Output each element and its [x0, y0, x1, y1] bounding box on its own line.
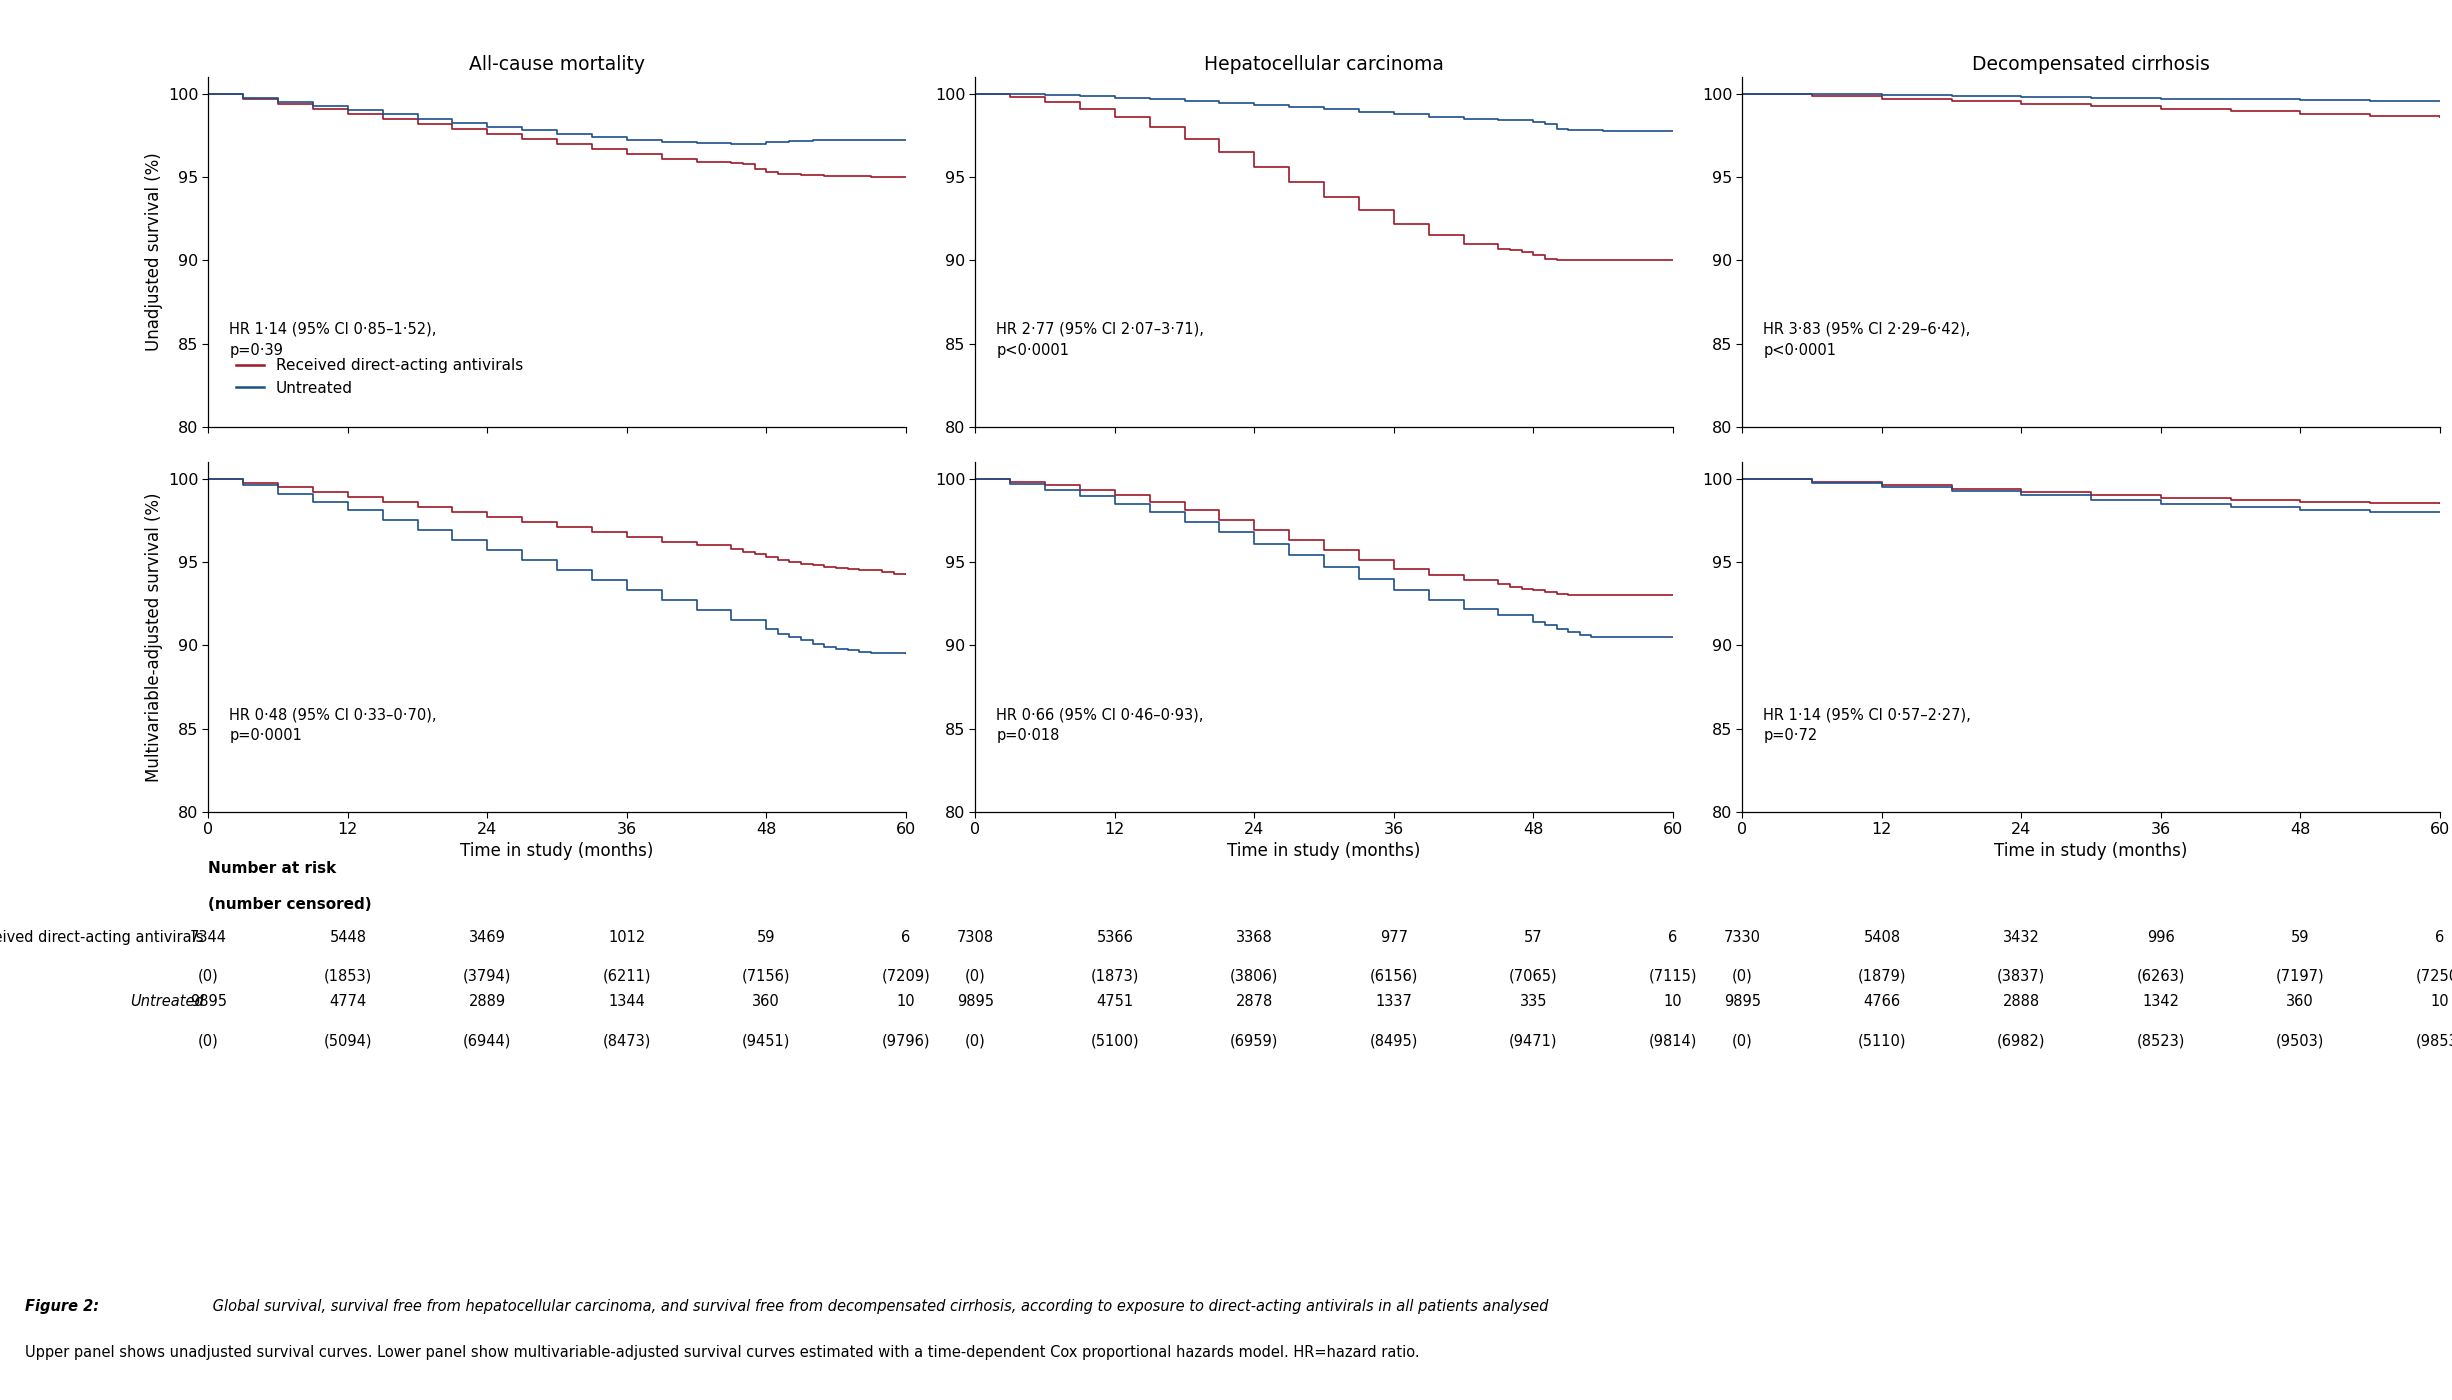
X-axis label: Time in study (months): Time in study (months) [1993, 843, 2187, 860]
Text: 59: 59 [2290, 930, 2310, 945]
Text: (0): (0) [966, 969, 986, 984]
Text: HR 0·66 (95% CI 0·46–0·93),
p=0·018: HR 0·66 (95% CI 0·46–0·93), p=0·018 [996, 707, 1204, 743]
Text: Number at risk: Number at risk [208, 861, 336, 876]
Text: (1853): (1853) [324, 969, 373, 984]
Text: 996: 996 [2148, 930, 2175, 945]
Text: (3806): (3806) [1231, 969, 1277, 984]
Text: 59: 59 [758, 930, 775, 945]
Text: 2888: 2888 [2003, 994, 2040, 1009]
Y-axis label: Multivariable-adjusted survival (%): Multivariable-adjusted survival (%) [145, 493, 162, 781]
Text: 9895: 9895 [956, 994, 993, 1009]
Text: 10: 10 [2430, 994, 2450, 1009]
Text: 9895: 9895 [1724, 994, 1761, 1009]
Text: (0): (0) [1731, 969, 1753, 984]
Text: 977: 977 [1380, 930, 1407, 945]
Text: (9814): (9814) [1648, 1033, 1697, 1049]
Text: 1337: 1337 [1376, 994, 1412, 1009]
Text: Figure 2:: Figure 2: [25, 1299, 98, 1315]
Text: Received direct-acting antivirals: Received direct-acting antivirals [0, 930, 204, 945]
Text: HR 2·77 (95% CI 2·07–3·71),
p<0·0001: HR 2·77 (95% CI 2·07–3·71), p<0·0001 [996, 322, 1204, 358]
Text: (8523): (8523) [2136, 1033, 2185, 1049]
Title: Hepatocellular carcinoma: Hepatocellular carcinoma [1204, 55, 1444, 74]
Text: 7344: 7344 [189, 930, 228, 945]
Title: Decompensated cirrhosis: Decompensated cirrhosis [1971, 55, 2209, 74]
Text: 5408: 5408 [1864, 930, 1900, 945]
Text: (9451): (9451) [743, 1033, 790, 1049]
Text: 7330: 7330 [1724, 930, 1761, 945]
Text: (6944): (6944) [463, 1033, 512, 1049]
Text: 1012: 1012 [608, 930, 645, 945]
Text: 5448: 5448 [329, 930, 365, 945]
Text: (1879): (1879) [1859, 969, 1905, 984]
Text: (6156): (6156) [1371, 969, 1417, 984]
Text: (0): (0) [199, 969, 218, 984]
Text: HR 3·83 (95% CI 2·29–6·42),
p<0·0001: HR 3·83 (95% CI 2·29–6·42), p<0·0001 [1763, 322, 1971, 358]
Text: HR 0·48 (95% CI 0·33–0·70),
p=0·0001: HR 0·48 (95% CI 0·33–0·70), p=0·0001 [230, 707, 436, 743]
Text: 10: 10 [1662, 994, 1682, 1009]
Text: (7209): (7209) [880, 969, 929, 984]
X-axis label: Time in study (months): Time in study (months) [461, 843, 655, 860]
Text: 57: 57 [1525, 930, 1542, 945]
Text: 4751: 4751 [1096, 994, 1133, 1009]
Text: Global survival, survival free from hepatocellular carcinoma, and survival free : Global survival, survival free from hepa… [208, 1299, 1550, 1315]
Text: (3837): (3837) [1998, 969, 2045, 984]
X-axis label: Time in study (months): Time in study (months) [1228, 843, 1420, 860]
Text: 6: 6 [2435, 930, 2445, 945]
Text: Untreated: Untreated [130, 994, 204, 1009]
Text: (5110): (5110) [1859, 1033, 1905, 1049]
Text: 6: 6 [900, 930, 910, 945]
Text: HR 1·14 (95% CI 0·57–2·27),
p=0·72: HR 1·14 (95% CI 0·57–2·27), p=0·72 [1763, 707, 1971, 743]
Text: (7065): (7065) [1508, 969, 1557, 984]
Text: (8495): (8495) [1371, 1033, 1417, 1049]
Text: (9853): (9853) [2415, 1033, 2452, 1049]
Text: 3469: 3469 [468, 930, 505, 945]
Text: (6982): (6982) [1996, 1033, 2045, 1049]
Legend: Received direct-acting antivirals, Untreated: Received direct-acting antivirals, Untre… [230, 351, 530, 402]
Text: (7156): (7156) [743, 969, 790, 984]
Text: 10: 10 [897, 994, 915, 1009]
Text: (6211): (6211) [603, 969, 652, 984]
Text: (0): (0) [966, 1033, 986, 1049]
Text: (8473): (8473) [603, 1033, 650, 1049]
Text: 2878: 2878 [1236, 994, 1273, 1009]
Text: (7250): (7250) [2415, 969, 2452, 984]
Text: 4774: 4774 [329, 994, 365, 1009]
Text: 5366: 5366 [1096, 930, 1133, 945]
Text: (9503): (9503) [2275, 1033, 2324, 1049]
Text: 4766: 4766 [1864, 994, 1900, 1009]
Text: 3368: 3368 [1236, 930, 1273, 945]
Title: All-cause mortality: All-cause mortality [468, 55, 645, 74]
Text: 360: 360 [2285, 994, 2315, 1009]
Text: 1342: 1342 [2143, 994, 2180, 1009]
Text: (0): (0) [199, 1033, 218, 1049]
Text: 3432: 3432 [2003, 930, 2040, 945]
Text: 6: 6 [1667, 930, 1677, 945]
Text: 7308: 7308 [956, 930, 993, 945]
Text: (0): (0) [1731, 1033, 1753, 1049]
Text: Upper panel shows unadjusted survival curves. Lower panel show multivariable-adj: Upper panel shows unadjusted survival cu… [25, 1345, 1420, 1361]
Text: (number censored): (number censored) [208, 897, 373, 913]
Text: (3794): (3794) [463, 969, 512, 984]
Text: (5100): (5100) [1091, 1033, 1140, 1049]
Text: (7115): (7115) [1648, 969, 1697, 984]
Text: 335: 335 [1520, 994, 1547, 1009]
Text: (9471): (9471) [1508, 1033, 1557, 1049]
Text: 1344: 1344 [608, 994, 645, 1009]
Text: (9796): (9796) [880, 1033, 929, 1049]
Y-axis label: Unadjusted survival (%): Unadjusted survival (%) [145, 153, 162, 351]
Text: 9895: 9895 [189, 994, 228, 1009]
Text: (6959): (6959) [1231, 1033, 1277, 1049]
Text: (5094): (5094) [324, 1033, 373, 1049]
Text: HR 1·14 (95% CI 0·85–1·52),
p=0·39: HR 1·14 (95% CI 0·85–1·52), p=0·39 [230, 322, 436, 358]
Text: 2889: 2889 [468, 994, 505, 1009]
Text: (6263): (6263) [2136, 969, 2185, 984]
Text: 360: 360 [753, 994, 780, 1009]
Text: (1873): (1873) [1091, 969, 1140, 984]
Text: (7197): (7197) [2275, 969, 2324, 984]
